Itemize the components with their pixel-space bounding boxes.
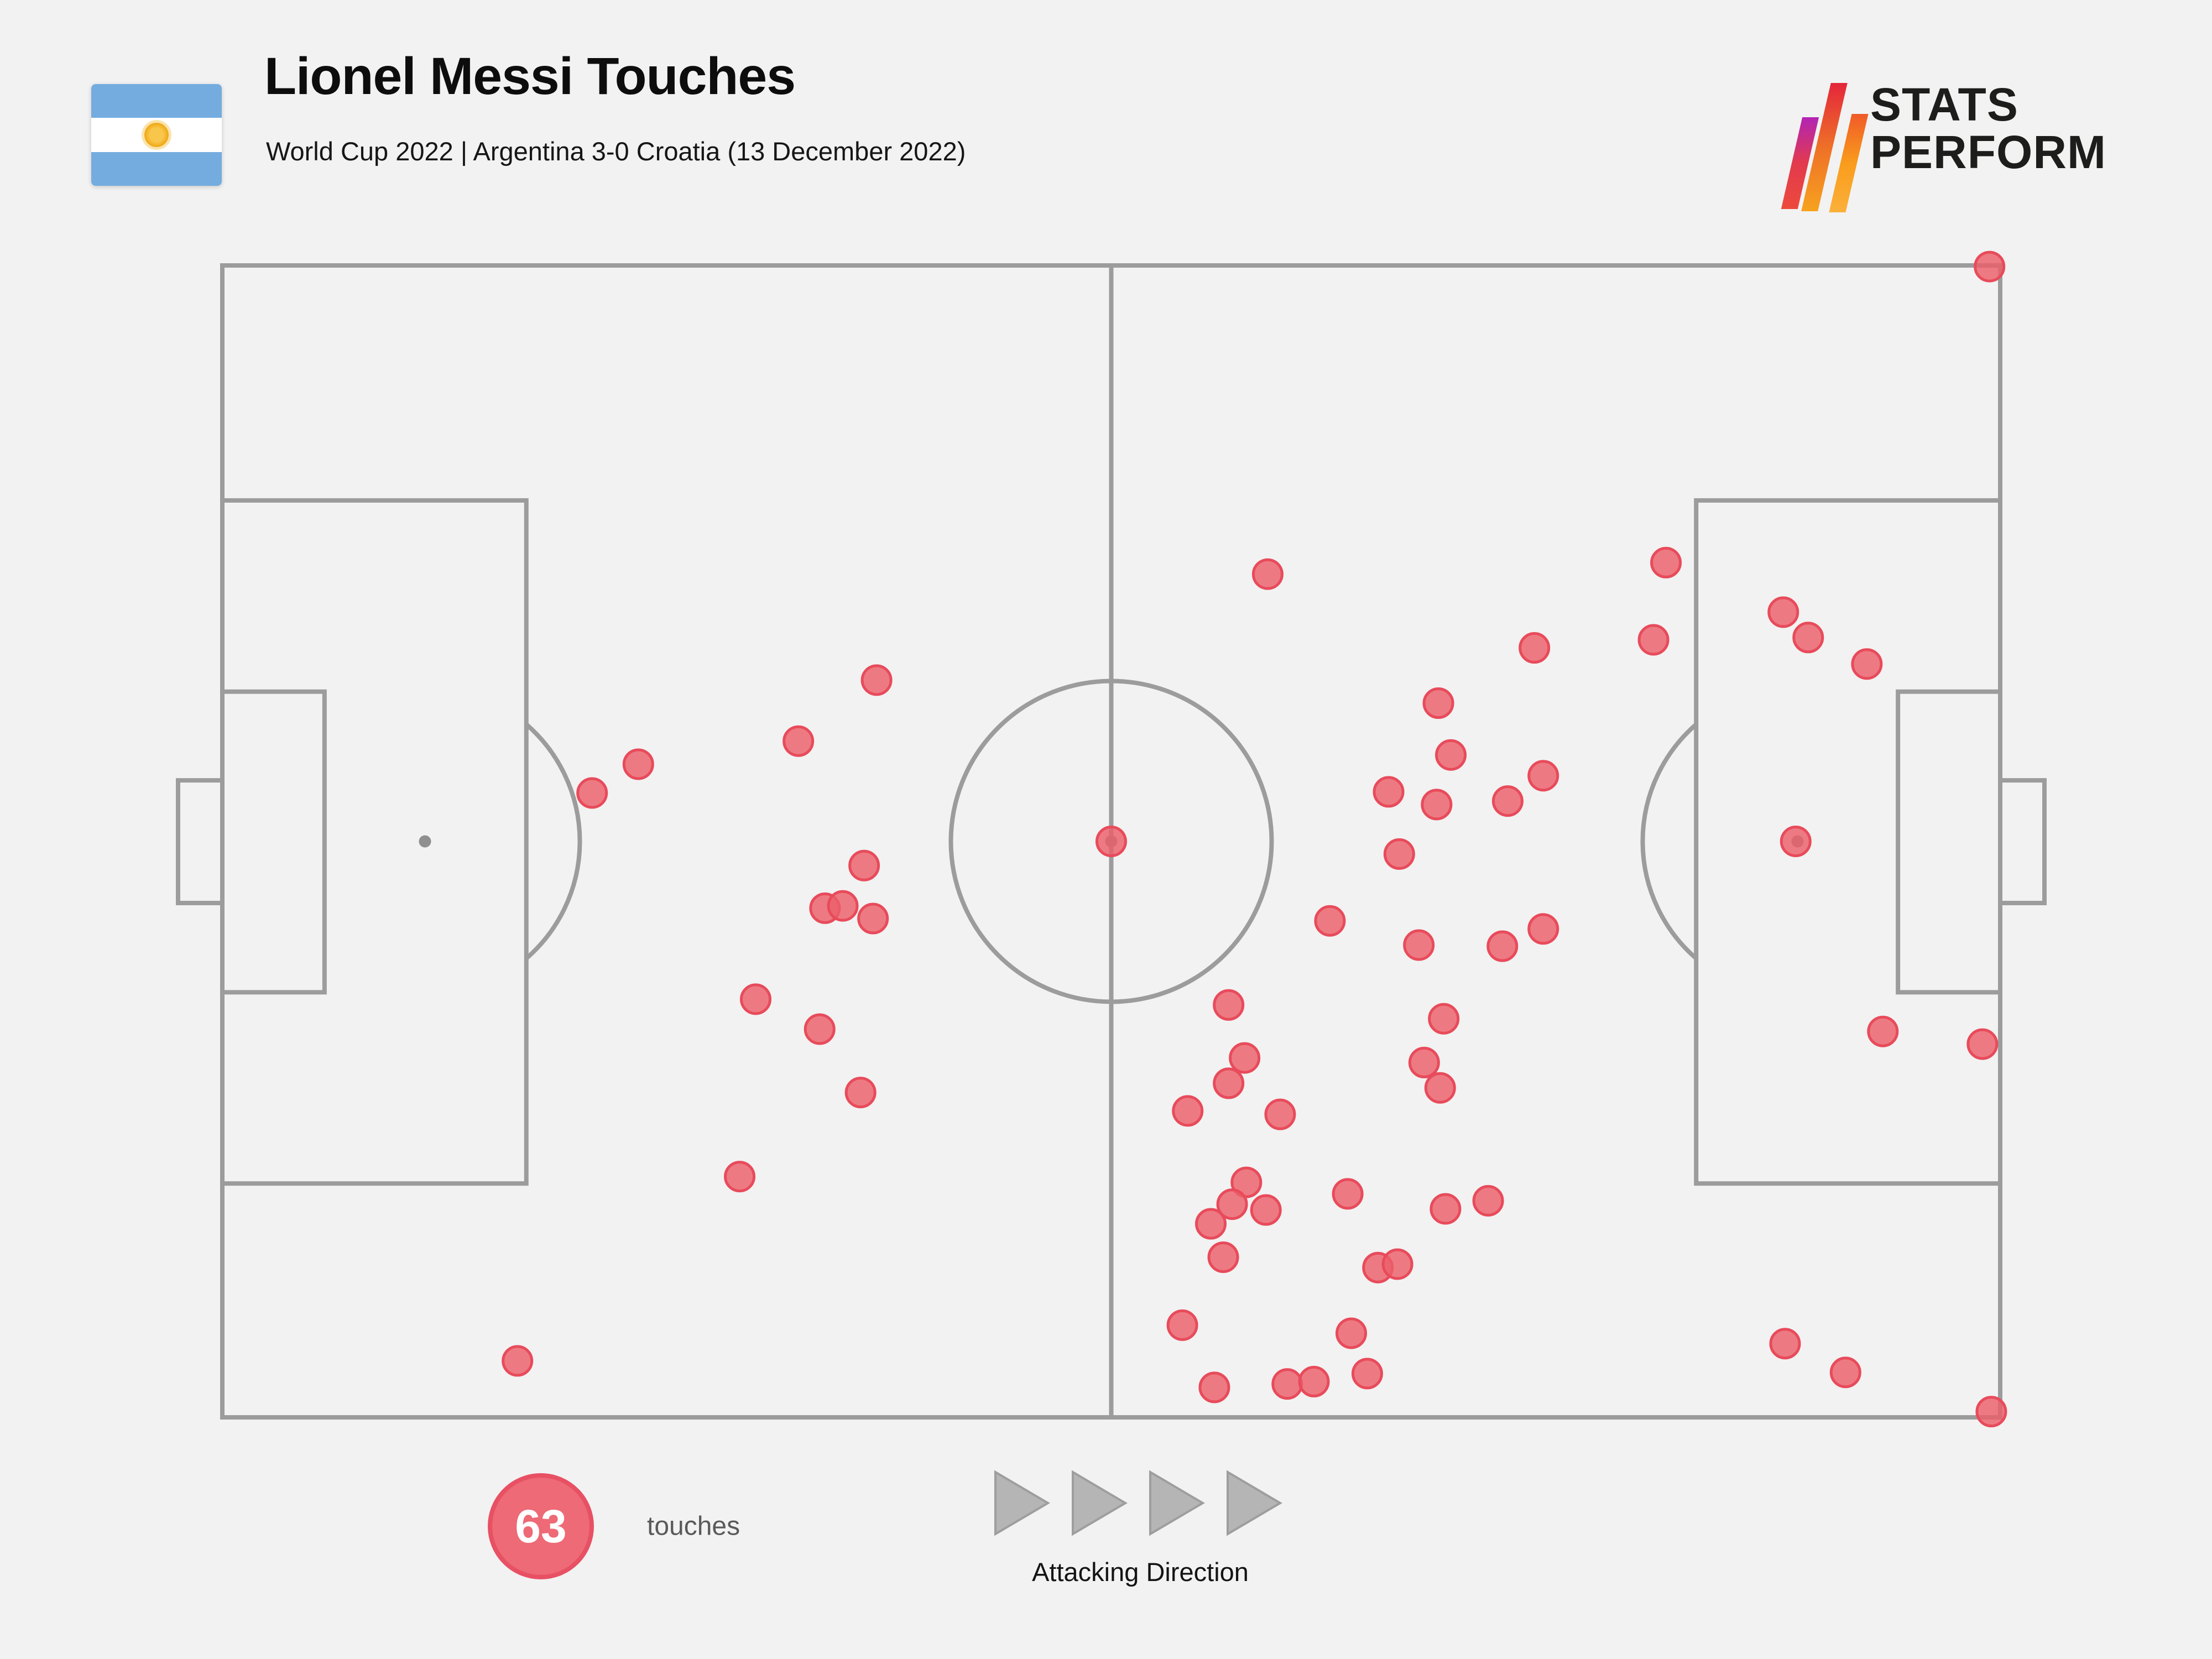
touch-dot-2 <box>782 725 815 757</box>
page-subtitle: World Cup 2022 | Argentina 3-0 Croatia (… <box>266 137 966 166</box>
touch-dot-24 <box>1373 776 1405 808</box>
attacking-arrow-icon-1 <box>994 1470 1050 1536</box>
touch-dot-60 <box>1351 1358 1383 1390</box>
center-circle <box>948 679 1274 1004</box>
touch-dot-15 <box>1251 558 1284 590</box>
touch-dot-22 <box>1422 687 1454 719</box>
touch-dot-25 <box>1421 789 1453 821</box>
touch-dot-17 <box>1767 596 1799 628</box>
left-penalty-spot <box>419 835 431 848</box>
touch-dot-56 <box>1769 1328 1801 1360</box>
touch-dot-53 <box>1381 1248 1413 1280</box>
touch-dot-42 <box>1424 1072 1456 1104</box>
touch-dot-48 <box>1332 1178 1364 1210</box>
flag-stripe-top <box>91 84 222 118</box>
touch-dot-26 <box>1491 785 1524 817</box>
touch-dot-27 <box>1527 760 1559 792</box>
touch-dot-34 <box>1213 989 1245 1021</box>
touch-dot-62 <box>1975 1396 2007 1428</box>
right-goal <box>1998 778 2047 905</box>
attacking-arrow-icon-2 <box>1072 1470 1128 1536</box>
touch-dot-35 <box>1428 1003 1460 1035</box>
stats-perform-logo-text: STATS PERFORM <box>1870 81 2106 176</box>
touch-dot-28 <box>1383 838 1415 870</box>
touch-dot-11 <box>844 1077 877 1109</box>
touch-dot-21 <box>1851 648 1883 680</box>
touch-dot-49 <box>1430 1193 1462 1225</box>
touch-dot-50 <box>1472 1185 1504 1217</box>
touch-dot-37 <box>1966 1028 1999 1060</box>
touch-dot-8 <box>857 902 889 935</box>
touches-label: touches <box>647 1511 740 1541</box>
touch-dot-12 <box>724 1161 756 1193</box>
touch-dot-13 <box>502 1345 534 1377</box>
touch-dot-31 <box>1403 929 1435 961</box>
attacking-arrow-icon-4 <box>1227 1470 1282 1536</box>
page-title: Lionel Messi Touches <box>264 47 796 106</box>
touch-dot-45 <box>1216 1188 1248 1220</box>
touch-dot-46 <box>1195 1208 1227 1240</box>
touch-dot-20 <box>1519 632 1551 664</box>
right-penalty-arc <box>1640 722 1698 961</box>
touch-dot-5 <box>848 849 880 881</box>
touch-dot-3 <box>622 748 654 780</box>
touch-dot-32 <box>1486 930 1519 962</box>
touch-dot-61 <box>1829 1357 1861 1389</box>
touch-dot-14 <box>1095 826 1127 857</box>
touch-dot-63 <box>1974 251 2006 283</box>
touch-dot-30 <box>1314 905 1346 937</box>
logo-line2: PERFORM <box>1870 126 2106 178</box>
touch-dot-1 <box>860 664 893 696</box>
touch-dot-29 <box>1780 826 1812 857</box>
touch-dot-23 <box>1435 739 1467 771</box>
touch-count-value: 63 <box>515 1500 567 1552</box>
touch-dot-43 <box>1264 1098 1296 1130</box>
attacking-direction-label: Attacking Direction <box>1032 1557 1249 1587</box>
touch-dot-54 <box>1166 1309 1198 1341</box>
logo-line1: STATS <box>1870 79 2018 131</box>
touch-dot-10 <box>804 1013 836 1045</box>
touch-dot-47 <box>1250 1194 1282 1226</box>
touch-dot-33 <box>1527 913 1559 945</box>
attacking-arrow-icon-3 <box>1149 1470 1205 1536</box>
touch-dot-57 <box>1198 1371 1230 1404</box>
touch-dot-51 <box>1207 1241 1239 1273</box>
touch-dot-39 <box>1213 1067 1245 1099</box>
left-penalty-arc <box>525 722 582 961</box>
touch-dot-38 <box>1229 1042 1261 1074</box>
touch-dot-9 <box>740 983 771 1015</box>
touch-dot-4 <box>576 777 608 809</box>
touch-dot-18 <box>1792 622 1824 654</box>
touch-dot-44 <box>1230 1166 1262 1198</box>
touch-dot-40 <box>1172 1095 1204 1127</box>
touch-dot-41 <box>1408 1046 1440 1078</box>
touch-dot-55 <box>1335 1317 1368 1349</box>
flag-stripe-bottom <box>91 152 222 186</box>
touch-count-badge: 63 <box>488 1473 594 1579</box>
touch-dot-36 <box>1867 1015 1899 1047</box>
argentina-flag <box>91 84 222 186</box>
touch-dot-16 <box>1650 546 1682 578</box>
touch-dot-59 <box>1298 1365 1330 1397</box>
touch-dot-7 <box>827 890 859 922</box>
touch-dot-19 <box>1637 624 1670 656</box>
left-goal <box>176 778 225 905</box>
flag-sun-icon <box>144 123 169 147</box>
